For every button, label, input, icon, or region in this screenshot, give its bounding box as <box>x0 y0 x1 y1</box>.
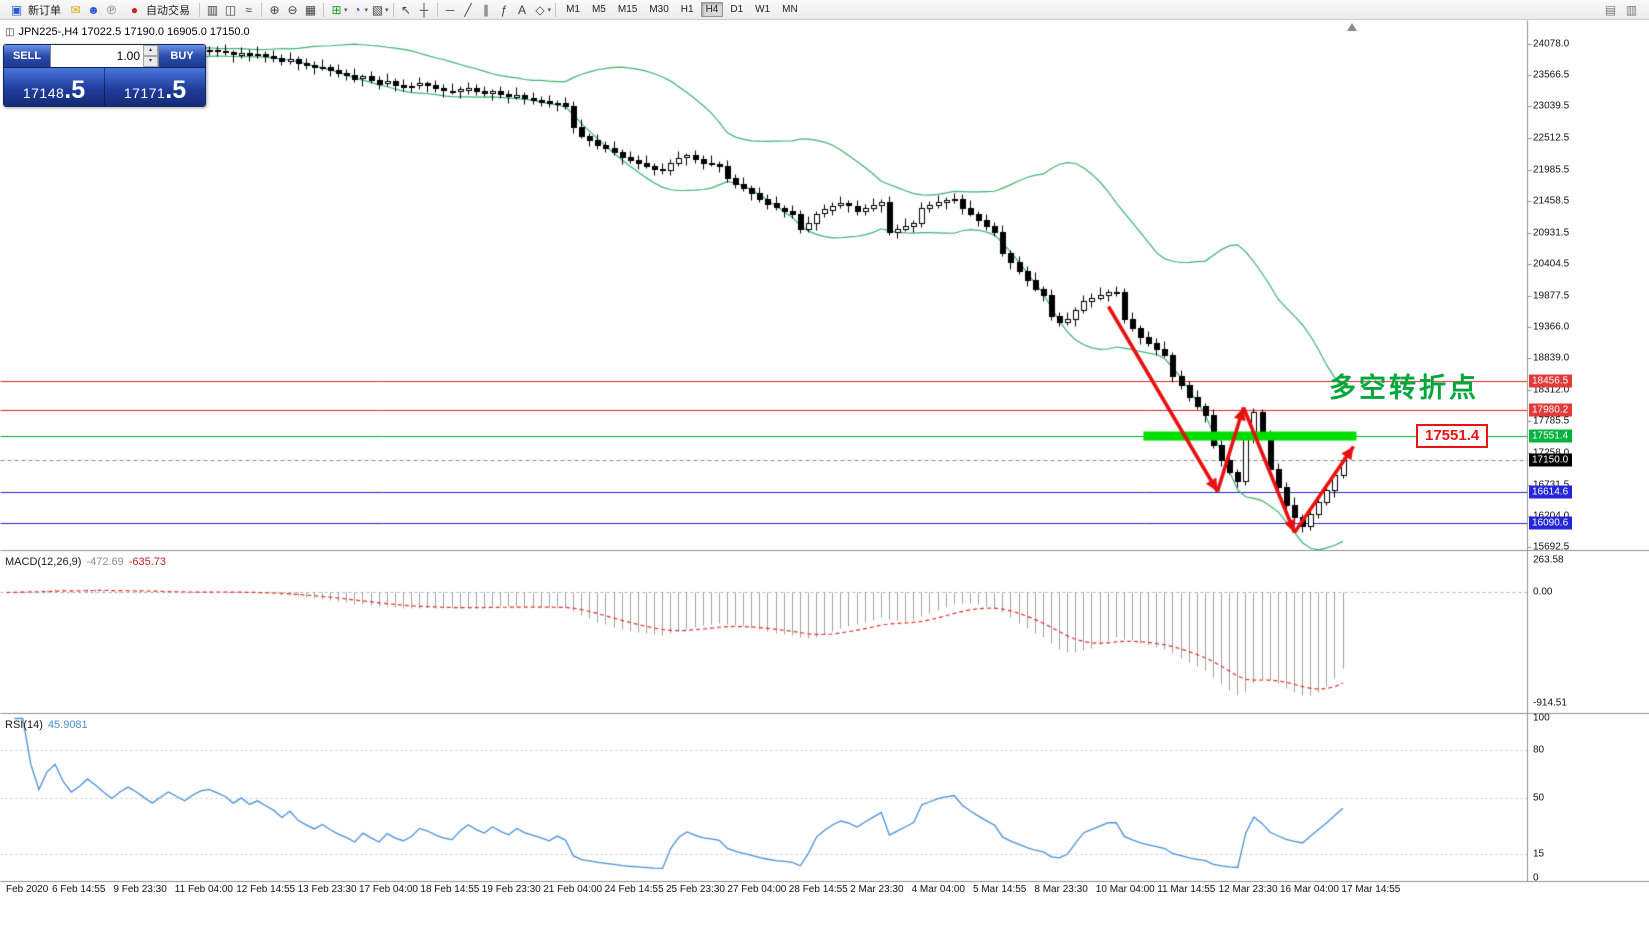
trade-panel-top-row: SELL ▴ ▾ BUY <box>4 45 205 67</box>
chevron-down-icon[interactable]: ▾ <box>385 6 389 14</box>
envelope-icon[interactable]: ✉ <box>70 2 81 17</box>
chart-title: ◫ JPN225-,H4 17022.5 17190.0 16905.0 171… <box>5 26 250 38</box>
grid-icon[interactable]: ▦ <box>304 2 317 17</box>
horizontal-line-tool-icon[interactable]: ─ <box>445 2 455 17</box>
toolbar-separator <box>436 2 438 17</box>
buy-price-main: 17171 <box>123 85 166 101</box>
text-tool-icon[interactable]: A <box>518 2 527 17</box>
timeframe-button-w1[interactable]: W1 <box>750 2 775 17</box>
toolbar-separator <box>323 2 324 17</box>
one-click-trading-panel: SELL ▴ ▾ BUY 17148.5 17171.5 <box>3 44 206 107</box>
toolbar-separator <box>261 2 262 17</box>
sell-price-pips: .5 <box>64 76 86 104</box>
trendline-tool-icon[interactable]: ╱ <box>464 2 472 17</box>
rsi-indicator-label: RSI(14) 45.9081 <box>5 719 88 731</box>
buy-button[interactable]: BUY <box>159 45 205 67</box>
price-level-label[interactable]: 17551.4 <box>1416 424 1489 448</box>
clock-icon[interactable]: ◔ <box>353 2 361 17</box>
zoom-out-icon[interactable]: ⊖ <box>287 2 298 17</box>
templates-icon[interactable]: ▧ <box>371 2 384 17</box>
sell-price-display[interactable]: 17148.5 <box>4 68 104 106</box>
autotrading-icon: ● <box>130 2 139 17</box>
fibonacci-tool-icon[interactable]: ƒ <box>500 2 508 17</box>
trade-panel-prices: 17148.5 17171.5 <box>4 67 205 106</box>
shapes-tool-icon[interactable]: ◇ <box>535 2 545 17</box>
timeframe-button-h4[interactable]: H4 <box>700 2 724 17</box>
volume-stepper: ▴ ▾ <box>143 45 158 67</box>
autotrading-label: 自动交易 <box>146 4 190 17</box>
new-order-icon: ▣ <box>10 2 23 17</box>
buy-price-pips: .5 <box>165 76 187 104</box>
turning-point-annotation[interactable]: 多空转折点 <box>1329 373 1479 403</box>
sell-price-main: 17148 <box>22 85 65 101</box>
buy-price-display[interactable]: 17171.5 <box>104 68 205 106</box>
new-chart-icon[interactable]: ⊞ <box>331 2 342 17</box>
cursor-icon[interactable]: ↖ <box>401 2 412 17</box>
macd-value: -472.69 <box>86 556 124 568</box>
toolbar-right-group: ▤ ▥ <box>1602 2 1646 18</box>
sell-button[interactable]: SELL <box>4 45 50 67</box>
timeframe-button-m5[interactable]: M5 <box>587 2 611 17</box>
timeframe-button-mn[interactable]: MN <box>777 2 803 17</box>
chart-title-icon: ◫ <box>5 26 15 38</box>
help-globe-icon[interactable]: ℗ <box>107 2 116 17</box>
toolbar-separator <box>392 2 394 17</box>
timeframe-button-m30[interactable]: M30 <box>644 2 673 17</box>
timeframe-button-h1[interactable]: H1 <box>676 2 699 17</box>
chevron-down-icon[interactable]: ▾ <box>364 6 369 14</box>
volume-up-button[interactable]: ▴ <box>143 45 158 56</box>
new-order-button[interactable]: ▣ 新订单 <box>3 1 66 19</box>
zoom-in-icon[interactable]: ⊕ <box>269 2 280 17</box>
toolbar-right-icon-2[interactable]: ▥ <box>1625 2 1638 17</box>
volume-input[interactable] <box>51 45 143 67</box>
community-user-icon[interactable]: ☻ <box>87 2 100 17</box>
timeframe-toolbar: M1 M5 M15 M30 H1 H4 D1 W1 MN <box>560 2 804 17</box>
volume-down-button[interactable]: ▾ <box>143 56 158 67</box>
autotrading-button[interactable]: ● 自动交易 <box>121 1 195 19</box>
chevron-down-icon[interactable]: ▾ <box>547 6 552 14</box>
timeframe-button-m15[interactable]: M15 <box>613 2 642 17</box>
toolbar-separator <box>555 2 557 17</box>
candlestick-chart-icon[interactable]: ◫ <box>224 2 237 17</box>
timeframe-button-m1[interactable]: M1 <box>561 2 585 17</box>
new-order-label: 新订单 <box>28 4 61 17</box>
macd-indicator-label: MACD(12,26,9) -472.69 -635.73 <box>5 556 166 568</box>
chevron-down-icon[interactable]: ▾ <box>344 6 348 14</box>
macd-signal-value: -635.73 <box>128 556 167 568</box>
rsi-value: 45.9081 <box>47 719 88 731</box>
channel-tool-icon[interactable]: ∥ <box>483 2 490 17</box>
toolbar: ▣ 新订单 ✉ ☻ ℗ ● 自动交易 ▥ ◫ ≈ ⊕ ⊖ ▦ ⊞ ▾ ◔ ▾ ▧… <box>0 0 1649 20</box>
crosshair-icon[interactable]: ┼ <box>419 2 429 17</box>
macd-name: MACD(12,26,9) <box>5 556 82 568</box>
rsi-name: RSI(14) <box>5 719 43 731</box>
bar-chart-icon[interactable]: ▥ <box>206 2 219 17</box>
timeframe-button-d1[interactable]: D1 <box>725 2 748 17</box>
toolbar-right-icon-1[interactable]: ▤ <box>1604 2 1617 17</box>
volume-field: ▴ ▾ <box>50 45 159 67</box>
chart-title-text: JPN225-,H4 17022.5 17190.0 16905.0 17150… <box>18 26 250 38</box>
chart-shift-marker[interactable] <box>1347 23 1357 31</box>
line-chart-icon[interactable]: ≈ <box>245 2 252 17</box>
toolbar-separator <box>199 2 200 17</box>
